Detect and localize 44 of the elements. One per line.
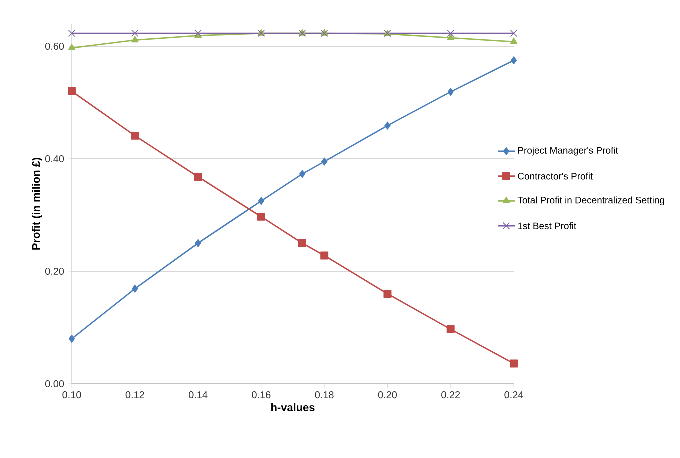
point: [448, 88, 454, 96]
point: [195, 239, 202, 248]
x-tick-label: 0.18: [315, 392, 334, 399]
point: [447, 30, 454, 38]
y-tick-label: 0.60: [45, 42, 64, 50]
y-tick-label: 0.00: [45, 380, 64, 388]
point: [131, 36, 139, 43]
point: [510, 360, 518, 368]
point: [68, 44, 76, 50]
x-axis-title: h-values: [272, 403, 315, 412]
legend-label: Total Profit in Decentralized Setting: [518, 196, 664, 206]
point: [446, 325, 455, 334]
x-tick-label: 0.10: [62, 392, 82, 399]
point: [510, 38, 518, 44]
point: [132, 30, 139, 38]
point: [447, 34, 455, 40]
x-tick-label: 0.16: [252, 392, 271, 399]
point: [298, 239, 306, 248]
x-tick-label: 0.12: [126, 392, 144, 399]
point: [510, 30, 518, 38]
point: [258, 197, 265, 206]
point: [384, 290, 392, 298]
point: [510, 56, 518, 65]
point: [384, 122, 391, 130]
legend-label: 1st Best Profit: [518, 222, 577, 230]
point: [131, 132, 140, 140]
point: [299, 170, 306, 178]
legend-label: Project Manager's Profit: [518, 146, 618, 156]
point: [257, 212, 266, 221]
point: [194, 173, 202, 181]
y-tick-label: 0.20: [45, 268, 64, 276]
x-tick-label: 0.20: [378, 392, 398, 399]
x-tick-label: 0.14: [188, 392, 208, 399]
point: [321, 158, 328, 166]
y-tick-label: 0.40: [45, 155, 64, 163]
legend-label: Contractor's Profit: [518, 172, 594, 180]
y-axis-title: Profit (in milion £): [32, 158, 42, 250]
point: [68, 335, 76, 343]
point: [68, 88, 76, 96]
point: [132, 284, 138, 293]
x-tick-label: 0.24: [504, 392, 524, 399]
point: [68, 30, 76, 38]
x-tick-label: 0.22: [442, 392, 460, 399]
point: [320, 252, 329, 260]
